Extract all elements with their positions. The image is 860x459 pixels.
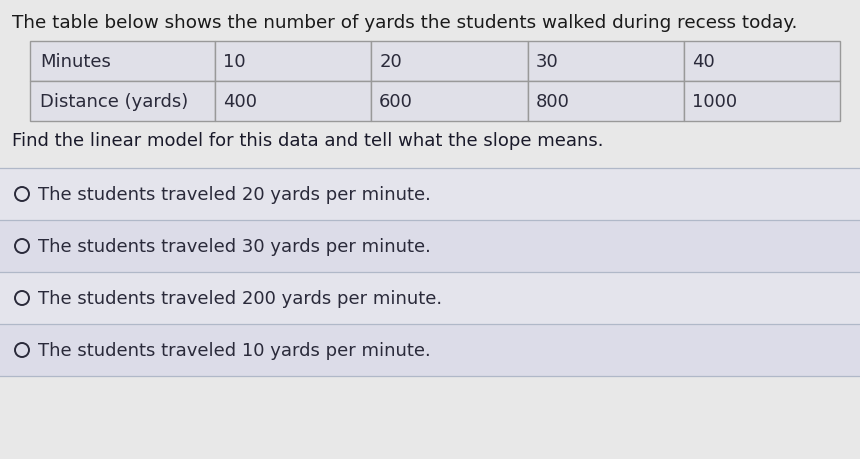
Bar xyxy=(372,42,527,82)
Text: 600: 600 xyxy=(379,93,413,111)
Text: The students traveled 200 yards per minute.: The students traveled 200 yards per minu… xyxy=(38,289,442,308)
Bar xyxy=(527,42,684,82)
Text: Distance (yards): Distance (yards) xyxy=(40,93,188,111)
Bar xyxy=(684,82,840,122)
Text: 10: 10 xyxy=(223,53,246,71)
Text: The students traveled 10 yards per minute.: The students traveled 10 yards per minut… xyxy=(38,341,431,359)
Text: Minutes: Minutes xyxy=(40,53,111,71)
Text: The students traveled 30 yards per minute.: The students traveled 30 yards per minut… xyxy=(38,237,431,256)
Text: 1000: 1000 xyxy=(691,93,737,111)
Bar xyxy=(0,272,860,325)
Bar xyxy=(372,82,527,122)
Bar xyxy=(0,168,860,220)
Bar xyxy=(527,82,684,122)
Text: The table below shows the number of yards the students walked during recess toda: The table below shows the number of yard… xyxy=(12,14,797,32)
Bar xyxy=(30,82,215,122)
Bar xyxy=(0,220,860,272)
Text: 400: 400 xyxy=(223,93,257,111)
Bar xyxy=(30,42,215,82)
Text: The students traveled 20 yards per minute.: The students traveled 20 yards per minut… xyxy=(38,185,431,203)
Bar xyxy=(684,42,840,82)
Bar xyxy=(215,82,372,122)
Text: Find the linear model for this data and tell what the slope means.: Find the linear model for this data and … xyxy=(12,132,604,150)
Text: 20: 20 xyxy=(379,53,402,71)
Text: 40: 40 xyxy=(691,53,715,71)
Text: 30: 30 xyxy=(536,53,558,71)
Text: 800: 800 xyxy=(536,93,569,111)
Bar xyxy=(0,325,860,376)
Bar xyxy=(215,42,372,82)
